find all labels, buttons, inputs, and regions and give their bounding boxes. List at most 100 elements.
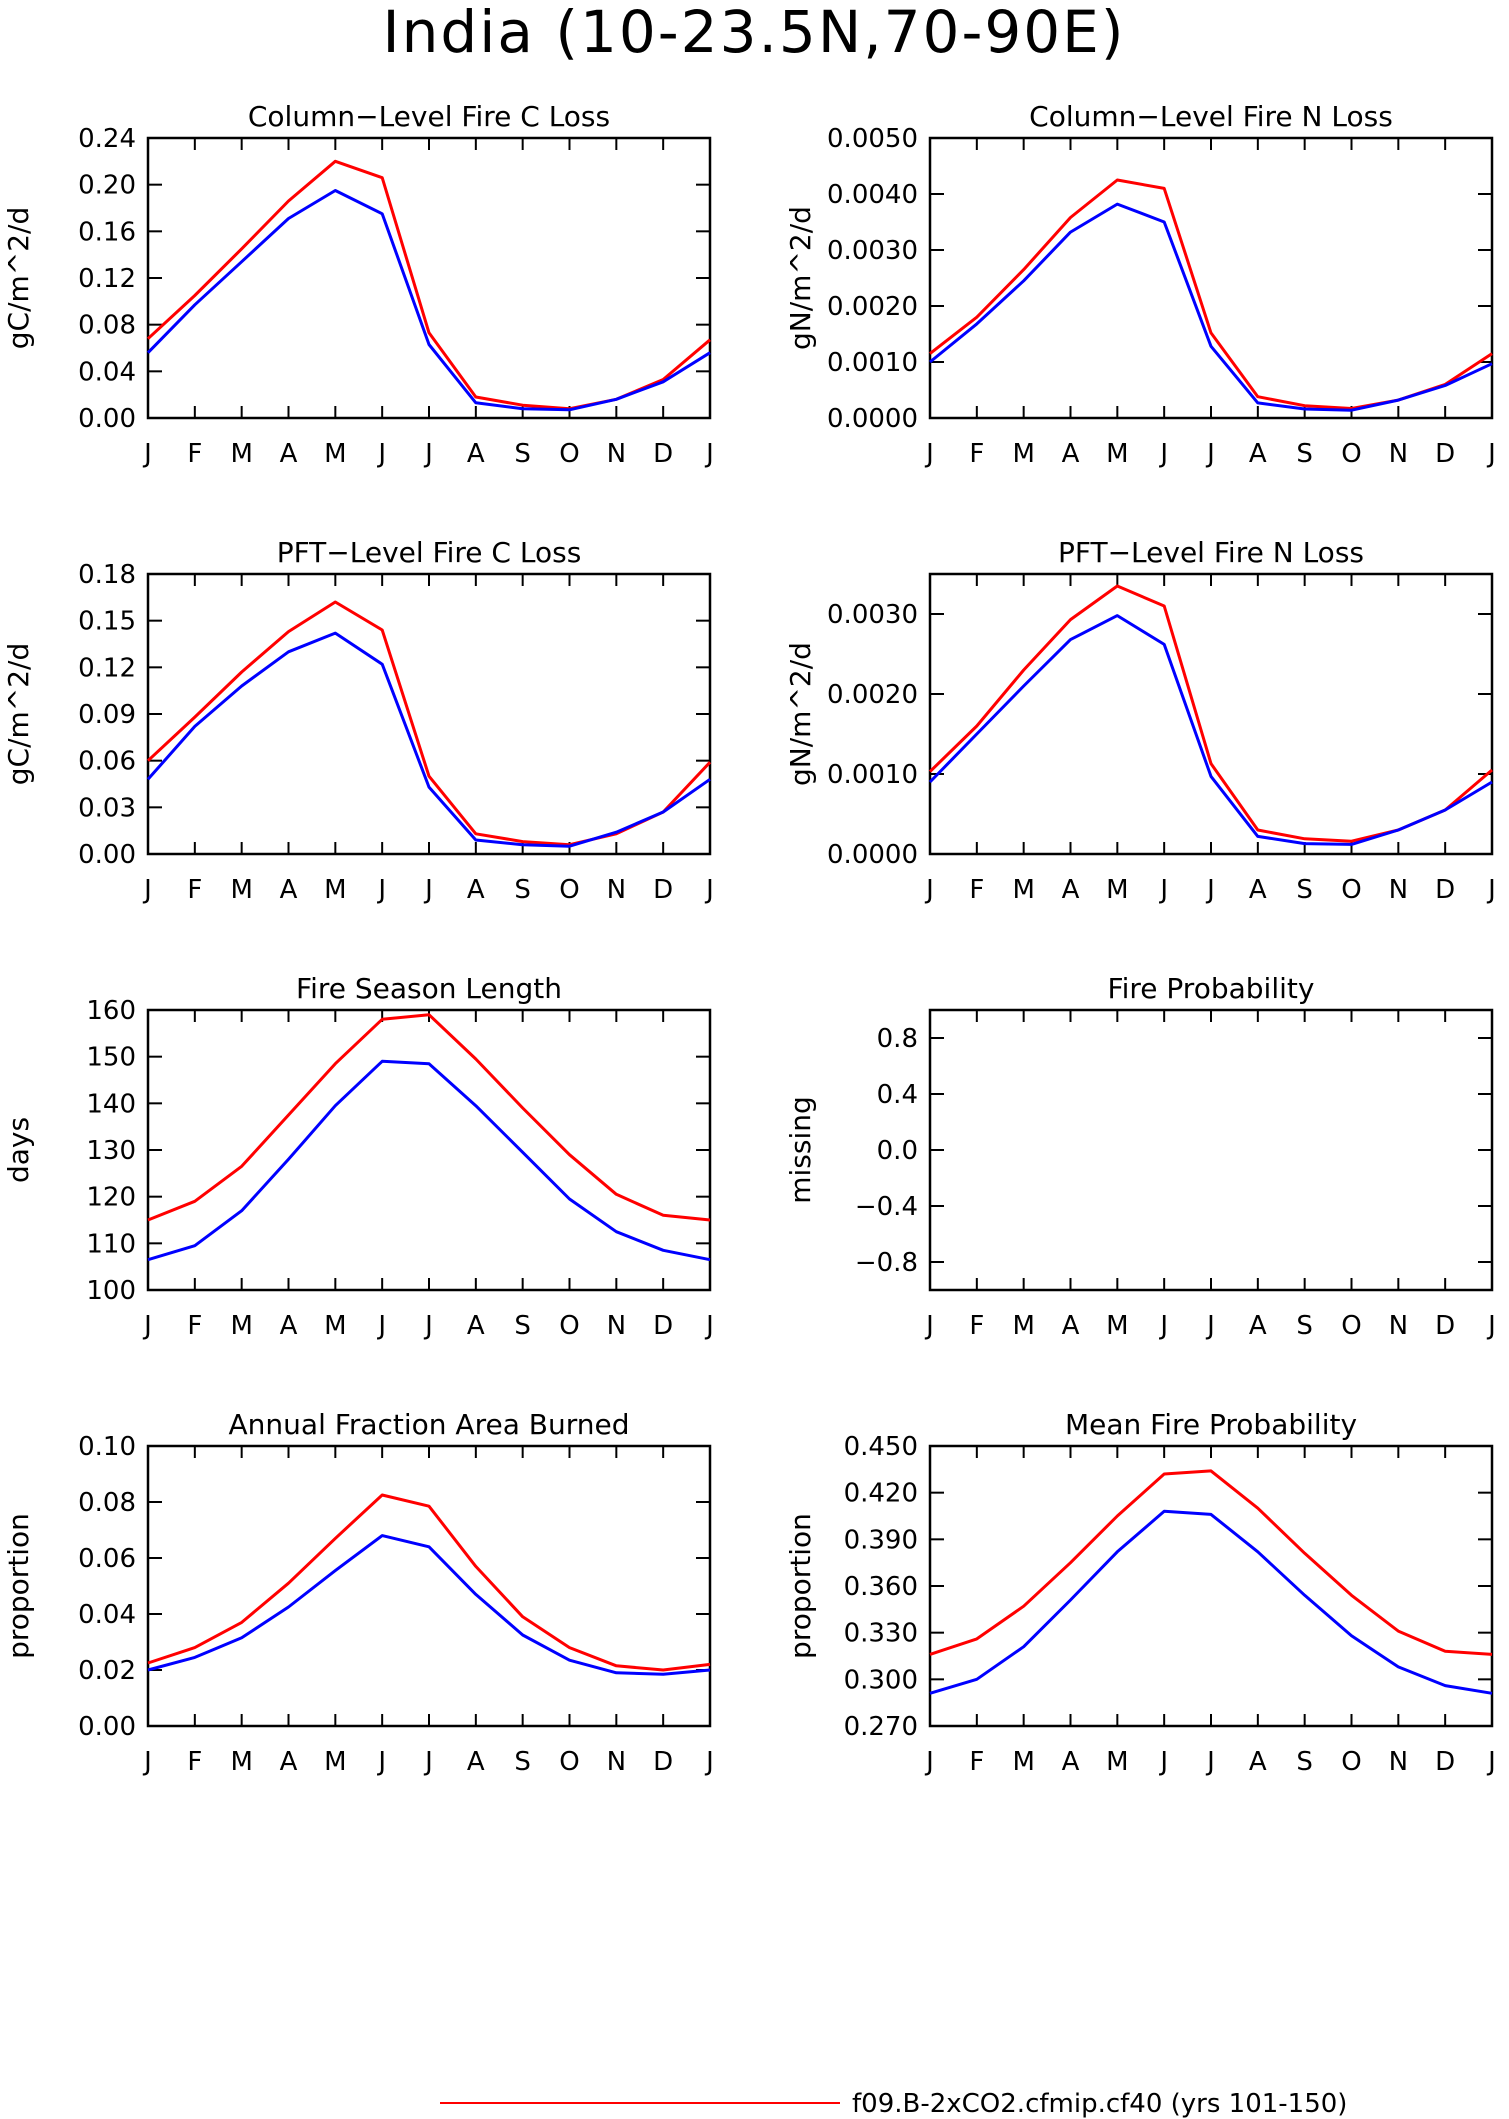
x-tick-label: A xyxy=(280,875,298,905)
y-tick-label: 0.08 xyxy=(78,1488,136,1518)
x-tick-label: N xyxy=(607,875,626,905)
x-tick-label: J xyxy=(1158,439,1168,469)
plot-frame xyxy=(146,572,712,856)
x-tick-label: D xyxy=(653,1747,673,1777)
y-tick-label: 0.8 xyxy=(877,1024,918,1054)
x-tick-label: J xyxy=(924,875,934,905)
x-tick-label: J xyxy=(704,439,714,469)
x-tick-label: A xyxy=(467,439,485,469)
x-tick-label: S xyxy=(514,1747,531,1777)
x-tick-label: M xyxy=(1106,439,1128,469)
x-tick-label: O xyxy=(559,439,579,469)
x-tick-label: J xyxy=(142,439,152,469)
y-tick-label: 100 xyxy=(86,1276,136,1306)
x-tick-label: M xyxy=(1012,875,1034,905)
x-tick-label: J xyxy=(1158,1311,1168,1341)
y-tick-label: 0.0000 xyxy=(827,840,918,870)
x-tick-label: M xyxy=(1012,439,1034,469)
x-tick-label: A xyxy=(467,1311,485,1341)
x-tick-label: A xyxy=(1062,1747,1080,1777)
chart-panel-7: J F M A M J J A S O N D J0.2700.3000.3300.3600.3900.… xyxy=(784,1408,1496,1777)
panels: J F M A M J J A S O N D J0.000.040.080.120.160.200.2… xyxy=(2,100,1496,1777)
panel-title: PFT−Level Fire N Loss xyxy=(1058,536,1364,569)
x-tick-label: O xyxy=(1341,1747,1361,1777)
y-tick-label: 0.0030 xyxy=(827,600,918,630)
plot-frame xyxy=(146,136,712,420)
series-line-1 xyxy=(146,189,711,412)
x-tick-label: N xyxy=(607,1747,626,1777)
y-tick-label: 0.300 xyxy=(844,1665,918,1695)
series-line-0 xyxy=(929,178,1493,410)
y-tick-label: 130 xyxy=(86,1136,136,1166)
x-tick-label: J xyxy=(423,1747,433,1777)
y-tick-label: 0.06 xyxy=(78,747,136,777)
x-tick-label: M xyxy=(1106,1311,1128,1341)
panel-title: Annual Fraction Area Burned xyxy=(229,1408,630,1441)
y-axis-label: missing xyxy=(784,1096,817,1204)
x-tick-label: J xyxy=(1486,1747,1496,1777)
y-tick-label: 0.270 xyxy=(844,1712,918,1742)
x-tick-label: D xyxy=(653,1311,673,1341)
y-tick-label: 110 xyxy=(86,1229,136,1259)
x-tick-label: J xyxy=(142,875,152,905)
y-tick-label: 0.0040 xyxy=(827,180,918,210)
x-tick-label: J xyxy=(1205,1747,1215,1777)
series-line-0 xyxy=(146,159,711,411)
y-tick-label: 0.00 xyxy=(78,840,136,870)
series-line-1 xyxy=(146,631,711,848)
y-tick-label: 0.02 xyxy=(78,1656,136,1686)
x-tick-label: A xyxy=(280,1747,298,1777)
y-tick-label: 150 xyxy=(86,1043,136,1073)
y-axis-label: proportion xyxy=(784,1513,817,1659)
x-tick-label: A xyxy=(280,1311,298,1341)
x-tick-label: D xyxy=(1435,1311,1455,1341)
y-tick-label: 0.04 xyxy=(78,1600,136,1630)
x-tick-label: M xyxy=(230,1311,252,1341)
x-tick-label: F xyxy=(969,875,984,905)
x-tick-label: D xyxy=(1435,439,1455,469)
x-tick-label: F xyxy=(969,1311,984,1341)
x-tick-label: F xyxy=(187,1747,202,1777)
x-tick-label: N xyxy=(607,439,626,469)
y-tick-label: 0.00 xyxy=(78,1712,136,1742)
x-tick-label: M xyxy=(324,1311,346,1341)
x-tick-label: A xyxy=(1062,1311,1080,1341)
chart-panel-0: J F M A M J J A S O N D J0.000.040.080.120.160.200.2… xyxy=(2,100,714,469)
x-tick-label: M xyxy=(324,439,346,469)
x-tick-label: A xyxy=(1062,439,1080,469)
x-tick-label: S xyxy=(514,875,531,905)
x-tick-label: A xyxy=(280,439,298,469)
y-tick-label: 0.330 xyxy=(844,1619,918,1649)
x-tick-label: N xyxy=(1389,439,1408,469)
x-tick-label: J xyxy=(142,1311,152,1341)
x-tick-label: J xyxy=(423,875,433,905)
x-tick-label: O xyxy=(559,1311,579,1341)
y-tick-label: −0.8 xyxy=(855,1248,918,1278)
x-tick-label: M xyxy=(324,875,346,905)
y-tick-label: 0.0010 xyxy=(827,348,918,378)
chart-panel-1: J F M A M J J A S O N D J0.00000.00100.00200.00300.0… xyxy=(784,100,1496,469)
x-tick-label: J xyxy=(924,439,934,469)
x-tick-label: F xyxy=(969,1747,984,1777)
x-tick-label: F xyxy=(187,875,202,905)
y-tick-label: 0.4 xyxy=(877,1080,918,1110)
plot-frame xyxy=(146,1444,712,1728)
x-tick-label: M xyxy=(1012,1311,1034,1341)
plot-frame xyxy=(146,1008,712,1292)
x-tick-label: S xyxy=(1296,1311,1313,1341)
x-tick-label: J xyxy=(924,1747,934,1777)
x-tick-label: J xyxy=(376,1747,386,1777)
y-tick-label: 0.04 xyxy=(78,357,136,387)
y-tick-label: 0.18 xyxy=(78,560,136,590)
series-line-0 xyxy=(147,1493,711,1672)
y-tick-label: 0.03 xyxy=(78,793,136,823)
y-tick-label: 0.360 xyxy=(844,1572,918,1602)
x-tick-label: J xyxy=(704,1747,714,1777)
panel-title: Fire Probability xyxy=(1108,972,1315,1005)
y-tick-label: −0.4 xyxy=(855,1192,918,1222)
x-tick-label: J xyxy=(376,875,386,905)
x-tick-label: S xyxy=(1296,1747,1313,1777)
x-tick-label: J xyxy=(142,1747,152,1777)
